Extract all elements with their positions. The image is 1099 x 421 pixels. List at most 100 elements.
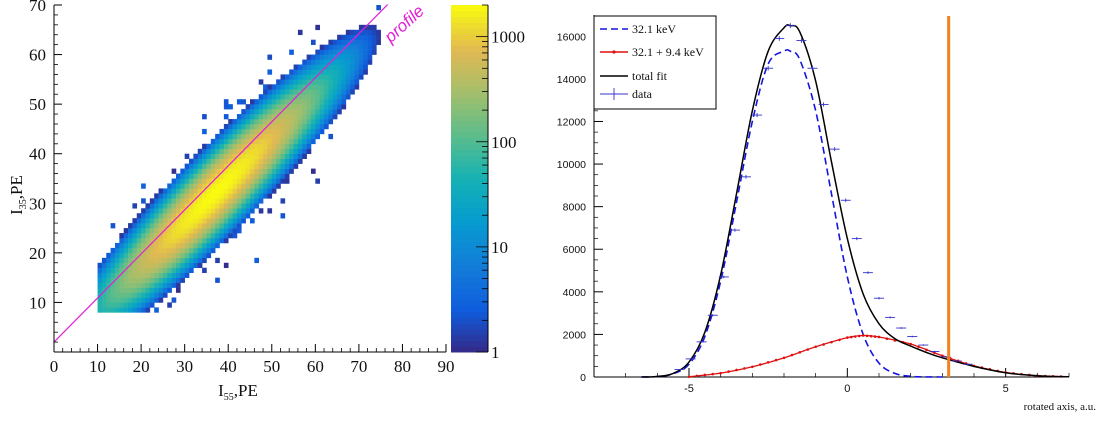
heatmap-cell — [254, 138, 260, 145]
heatmap-cell — [245, 148, 251, 155]
heatmap-cell — [258, 123, 264, 130]
heatmap-cell — [189, 267, 194, 273]
heatmap-cell — [337, 79, 342, 85]
heatmap-cell — [258, 163, 264, 169]
heatmap-cell — [271, 148, 277, 155]
heatmap-cell — [123, 262, 129, 269]
heatmap-cell — [167, 228, 172, 234]
heatmap-cell — [145, 307, 151, 313]
heatmap-cell — [149, 233, 155, 239]
heatmap-cell — [215, 208, 220, 214]
heatmap-cell — [254, 123, 260, 130]
heatmap-cell — [293, 64, 299, 70]
heatmap-cell — [119, 247, 124, 254]
legend-label-sum: 32.1 + 9.4 keV — [632, 45, 704, 59]
legend-label-data: data — [632, 87, 653, 101]
heatmap-cell — [350, 79, 355, 85]
heatmap-cell — [219, 133, 225, 140]
heatmap-cell — [119, 233, 124, 239]
heatmap-cell — [145, 213, 151, 219]
heatmap-cell — [297, 148, 303, 155]
heatmap-cell — [302, 109, 307, 115]
heatmap-cell — [297, 64, 303, 70]
heatmap-cell — [202, 223, 207, 229]
heatmap-cell — [232, 193, 238, 199]
heatmap-cell — [184, 208, 190, 214]
x-tick-label: 90 — [438, 357, 455, 376]
heatmap-cell — [206, 218, 212, 224]
heatmap-cell — [245, 198, 251, 204]
heatmap-cell — [202, 257, 207, 264]
heatmap-cell — [241, 114, 246, 120]
heatmap-cell — [289, 148, 294, 155]
heatmap-cell — [254, 198, 260, 204]
heatmap-cell — [284, 138, 290, 145]
heatmap-cell — [158, 292, 164, 298]
heatmap-cell — [232, 233, 238, 239]
heatmap-cell — [254, 104, 260, 110]
heatmap-cell — [293, 84, 299, 90]
heatmap-cell — [123, 297, 129, 303]
heatmap-cell — [280, 123, 286, 130]
heatmap-cell — [280, 99, 286, 105]
heatmap-cell — [202, 143, 207, 150]
heatmap-cell — [310, 114, 316, 120]
heatmap-cell — [193, 158, 199, 164]
heatmap-cell — [175, 257, 181, 264]
heatmap-cell — [189, 262, 194, 269]
heatmap-cell — [197, 183, 203, 189]
heatmap-cell — [145, 262, 151, 269]
heatmap-cell — [189, 183, 194, 189]
heatmap-cell — [241, 198, 246, 204]
heatmap-cell — [254, 128, 260, 135]
heatmap-cell — [184, 242, 190, 249]
heatmap-cell — [223, 138, 229, 145]
heatmap-cell — [167, 218, 172, 224]
heatmap-cell — [302, 153, 307, 159]
heatmap-cell — [210, 237, 216, 244]
heatmap-cell — [271, 128, 277, 135]
heatmap-cell — [223, 173, 229, 179]
y-tick-label: 6000 — [563, 244, 587, 256]
colorbar-segment — [451, 253, 488, 260]
colorbar-segment — [451, 172, 488, 179]
heatmap-cell — [167, 203, 172, 209]
heatmap-cell — [215, 223, 220, 229]
heatmap-cell — [210, 138, 216, 145]
heatmap-cell — [228, 233, 233, 239]
heatmap-cell — [258, 193, 264, 199]
heatmap-cell — [158, 252, 164, 259]
heatmap-cell — [223, 208, 229, 214]
heatmap-cell — [276, 168, 281, 174]
heatmap-cell — [232, 218, 238, 224]
heatmap-cell — [263, 193, 268, 199]
heatmap-cell — [110, 257, 116, 264]
heatmap-cell — [306, 54, 312, 60]
heatmap-cell — [250, 123, 255, 130]
heatmap-cell — [202, 233, 207, 239]
heatmap-cell — [149, 272, 155, 278]
heatmap-cell — [276, 163, 281, 169]
heatmap-cell — [184, 188, 190, 194]
heatmap-cell — [149, 223, 155, 229]
series-marker-sum — [909, 342, 912, 346]
heatmap-cell — [267, 138, 273, 145]
heatmap-cell — [263, 128, 268, 135]
heatmap-cell — [245, 163, 251, 169]
heatmap-cell — [319, 104, 325, 110]
heatmap-cell — [154, 272, 159, 278]
heatmap-cell — [332, 64, 338, 70]
heatmap-cell — [363, 49, 368, 55]
heatmap-cell — [202, 228, 207, 234]
heatmap-cell — [197, 178, 203, 184]
y-tick-label: 8000 — [563, 202, 587, 214]
heatmap-cell — [145, 252, 151, 259]
heatmap-cell — [258, 158, 264, 164]
heatmap-cell — [193, 218, 199, 224]
heatmap-cell — [197, 242, 203, 249]
colorbar-segment — [451, 282, 488, 289]
heatmap-cell — [128, 282, 133, 288]
heatmap-cell — [119, 242, 124, 249]
colorbar-segment — [451, 74, 488, 81]
heatmap-cell — [289, 84, 294, 90]
